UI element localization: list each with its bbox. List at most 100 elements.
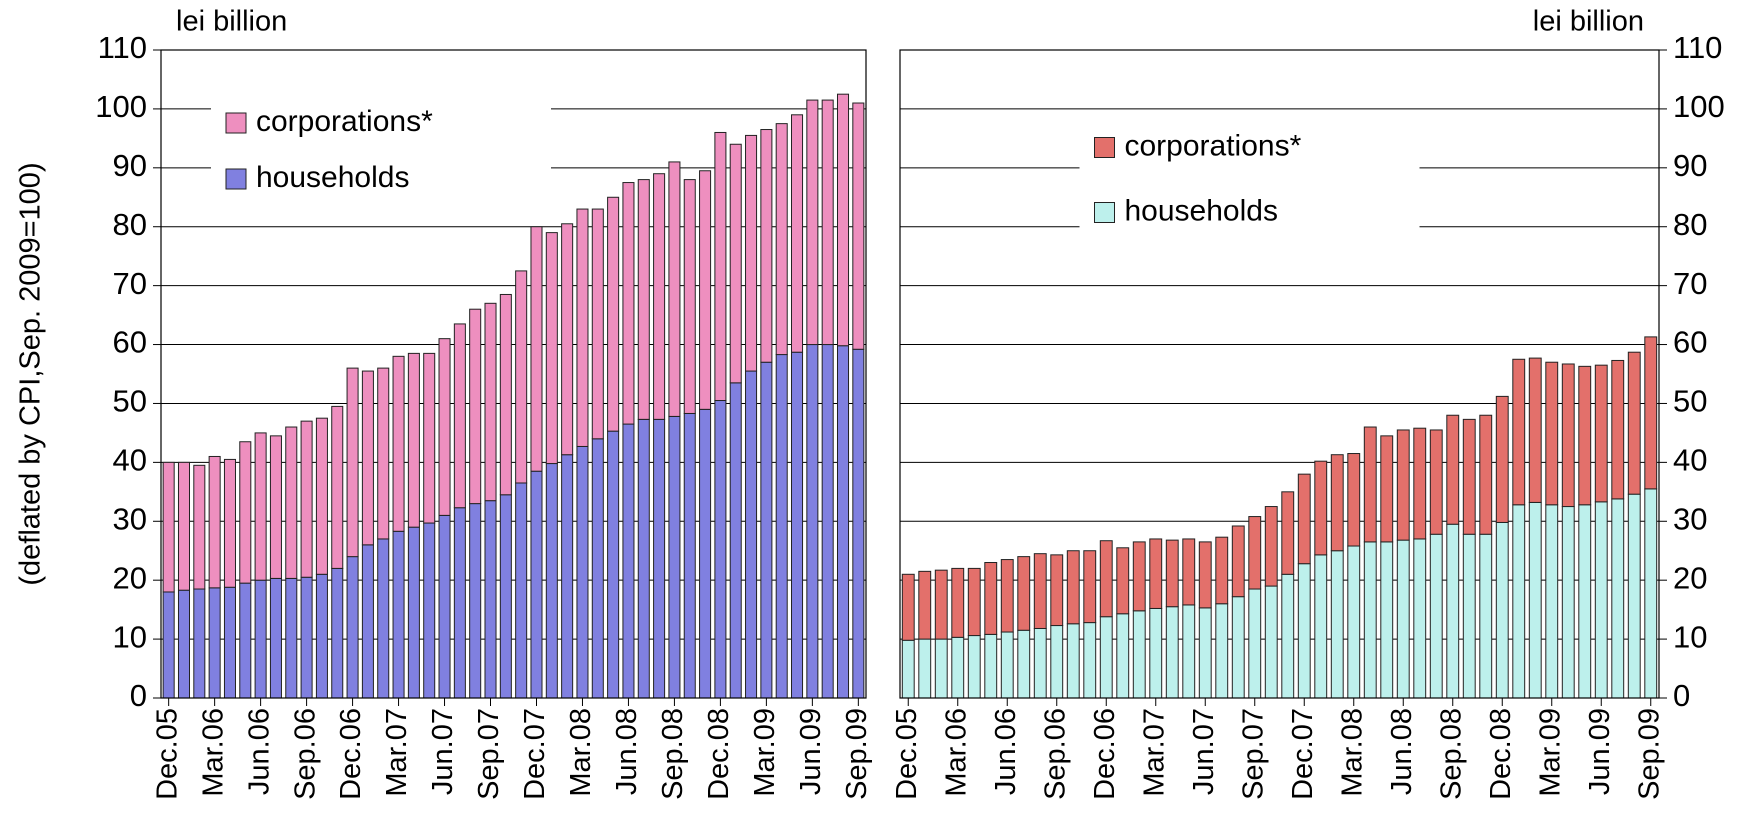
bar-segment	[852, 102, 865, 350]
bar-segment	[561, 454, 574, 699]
bar-segment	[392, 355, 405, 532]
bar-segment	[561, 223, 574, 456]
y-tick-label: 80	[1673, 207, 1707, 242]
x-tick-label: Jun.08	[611, 708, 643, 795]
bar-segment	[239, 582, 252, 699]
x-tick-label: Jun.08	[1386, 708, 1418, 795]
bar-segment	[918, 570, 932, 640]
bar-segment	[668, 161, 681, 417]
y-tick-label: 20	[1673, 560, 1707, 595]
bar-segment	[745, 370, 758, 699]
bar-segment	[934, 569, 948, 640]
bar-segment	[177, 461, 191, 591]
bar-segment	[499, 494, 512, 699]
y-axis-title: (deflated by CPI,Sep. 2009=100)	[15, 162, 47, 585]
bar-segment	[1347, 453, 1361, 547]
x-tick-label: Dec.06	[335, 708, 367, 800]
bar-segment	[1594, 364, 1608, 503]
bar-segment	[791, 351, 804, 699]
bar-segment	[331, 567, 344, 699]
bar-segment	[1314, 554, 1328, 699]
bar-segment	[1116, 547, 1130, 615]
y-tick-label: 40	[1673, 443, 1707, 478]
bar-segment	[791, 114, 804, 353]
bar-segment	[1429, 533, 1443, 699]
legend-swatch	[1094, 202, 1115, 223]
bar-segment	[1330, 550, 1344, 699]
bar-segment	[1050, 554, 1064, 627]
y-tick-label: 0	[130, 678, 147, 713]
bar-segment	[1627, 351, 1641, 495]
bar-segment	[1512, 504, 1526, 699]
y-tick-label: 90	[113, 148, 147, 183]
bar-segment	[1017, 629, 1031, 699]
bar-segment	[1479, 533, 1493, 699]
bar-segment	[392, 530, 405, 699]
bar-segment	[699, 170, 712, 410]
bar-segment	[1149, 538, 1163, 609]
bar-segment	[1248, 516, 1262, 590]
bar-segment	[1264, 585, 1278, 699]
bar-segment	[1165, 539, 1179, 608]
bar-segment	[1231, 525, 1245, 598]
bar-segment	[1611, 359, 1625, 500]
x-tick-label: Jun.09	[795, 708, 827, 795]
bar-segment	[1182, 604, 1196, 699]
legend-swatch	[1094, 137, 1115, 158]
bar-segment	[1050, 625, 1064, 699]
bar-segment	[1066, 623, 1080, 699]
bar-segment	[1396, 429, 1410, 541]
legend-box	[211, 95, 551, 207]
bar-segment	[1083, 622, 1097, 699]
bar-segment	[714, 131, 727, 402]
y-tick-label: 80	[113, 207, 147, 242]
bar-segment	[591, 438, 604, 699]
x-tick-label: Dec.08	[703, 708, 735, 800]
bar-segment	[1099, 616, 1113, 699]
bar-segment	[208, 455, 221, 589]
units-label: lei billion	[1533, 6, 1644, 38]
bar-segment	[469, 308, 482, 505]
bar-segment	[1033, 627, 1047, 699]
bar-segment	[1561, 506, 1575, 699]
bar-segment	[453, 323, 466, 509]
bar-segment	[668, 415, 681, 699]
y-tick-label: 100	[1673, 89, 1725, 124]
bar-segment	[407, 352, 420, 528]
bar-segment	[1215, 603, 1229, 699]
bar-segment	[1396, 539, 1410, 699]
bar-segment	[683, 412, 696, 699]
y-tick-label: 30	[113, 501, 147, 536]
bar-segment	[346, 367, 359, 558]
x-tick-label: Sep.06	[1039, 708, 1071, 800]
bar-segment	[653, 418, 666, 699]
x-tick-label: Sep.06	[289, 708, 321, 800]
y-tick-label: 60	[1673, 325, 1707, 360]
bar-segment	[775, 123, 788, 356]
bar-segment	[499, 293, 512, 496]
bar-segment	[1545, 361, 1559, 506]
bar-segment	[637, 418, 650, 699]
bar-segment	[515, 270, 528, 484]
bar-segment	[469, 503, 482, 699]
x-tick-label: Mar.06	[197, 708, 229, 797]
bar-segment	[1083, 550, 1097, 624]
bar-segment	[1380, 435, 1394, 543]
x-tick-label: Jun.07	[1188, 708, 1220, 795]
bar-segment	[438, 514, 451, 699]
bar-segment	[967, 635, 981, 699]
bar-segment	[1429, 429, 1443, 535]
x-tick-label: Dec.05	[151, 708, 183, 800]
bar-segment	[1413, 427, 1427, 540]
bar-segment	[269, 435, 282, 579]
bar-segment	[1627, 493, 1641, 699]
bar-segment	[607, 196, 620, 432]
bar-segment	[1446, 414, 1460, 525]
bar-segment	[1231, 596, 1245, 699]
bar-segment	[901, 639, 915, 699]
bar-segment	[951, 567, 965, 638]
bar-segment	[254, 432, 267, 581]
bar-segment	[346, 556, 359, 699]
x-tick-label: Dec.07	[1287, 708, 1319, 800]
x-tick-label: Dec.06	[1089, 708, 1121, 800]
